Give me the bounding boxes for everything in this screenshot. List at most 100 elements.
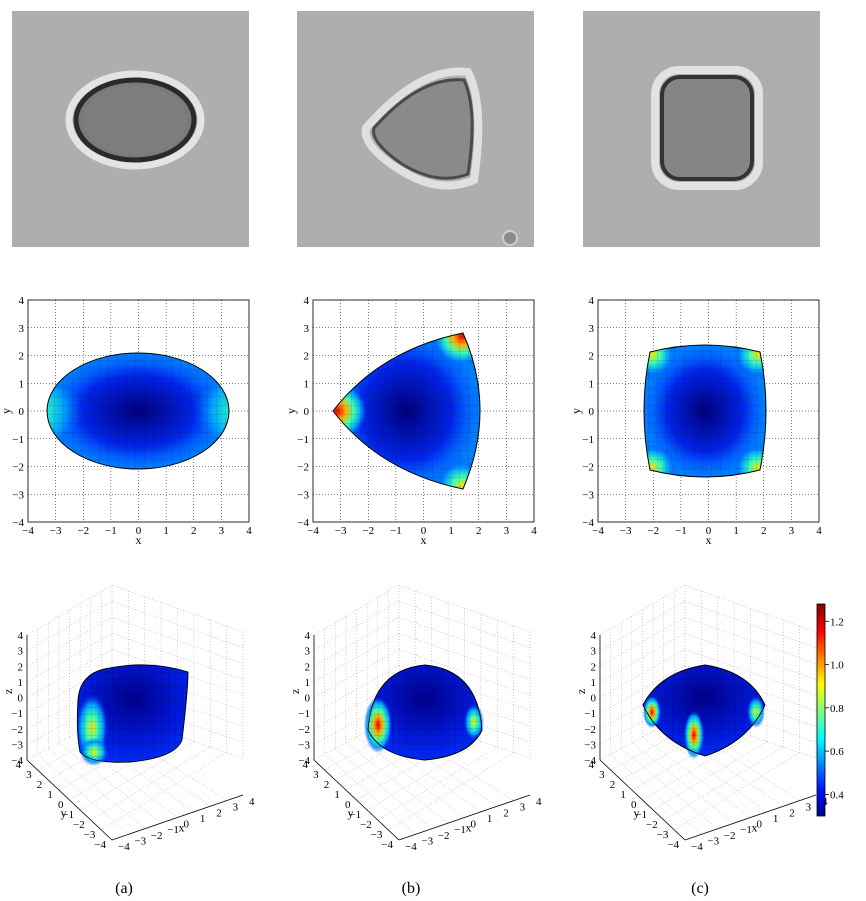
x-tick-label: −1 [675,525,687,537]
x-tick-label: −2 [724,830,736,842]
x-axis-label: x [421,533,427,547]
x-axis-label: x [136,533,142,547]
y-tick-label: −2 [12,462,24,474]
colorbar: 1.2 1.0 0.8 0.6 0.4 [816,603,844,817]
x-tick-label: 3 [219,525,225,537]
y-tick-label: 1 [19,378,25,390]
y-tick-label: 1 [334,789,340,801]
y-tick-label: 3 [304,323,310,335]
x-tick-label: −2 [438,830,450,842]
y-tick-label: −2 [73,819,85,831]
y-tick-label: −4 [582,517,594,529]
z-tick-label: 3 [305,646,311,658]
y-tick-label: 3 [19,323,25,335]
y-tick-label: −2 [297,462,309,474]
y-tick-label: −4 [297,517,309,529]
grid-line [610,719,702,771]
x-tick-label: 1 [733,525,739,537]
grid-line [599,649,686,698]
y-tick-label: 2 [304,351,310,363]
z-tick-label: 1 [18,677,24,689]
surface-c [643,344,767,478]
grid-line [111,617,244,664]
grid-line [599,617,686,667]
x-tick-label: 2 [191,525,197,537]
y-tick-label: 4 [589,295,595,307]
y-tick-label: 2 [19,351,25,363]
grid-line [345,742,449,824]
x-tick-label: −4 [118,841,130,853]
y-axis-line [26,759,113,841]
z-tick-label: 2 [591,661,597,673]
y-axis-label: y [634,806,640,820]
x-tick-label: 1 [773,813,779,825]
x-tick-label: −3 [421,835,433,847]
x-tick-label: 4 [531,525,537,537]
x-tick-label: 4 [246,525,252,537]
x-tick-label: 0 [706,525,712,537]
colorbar-tick-label: 1.0 [830,660,844,672]
grid-line [111,633,244,680]
grid-line [101,752,227,831]
z-tick-label: −2 [584,724,596,736]
z-tick-label: 4 [18,630,24,642]
photo-panel-a [12,11,249,247]
y-axis-label: y [569,408,583,414]
z-tick-label: 0 [18,693,24,705]
grid-line [26,681,113,729]
x-axis-label: x [706,533,712,547]
photo-panel-b [297,11,534,247]
photo-panel-c [583,11,820,247]
x-tick-label: −4 [22,525,34,537]
grid-line [652,731,768,813]
y-tick-label: −1 [349,809,361,821]
grid-line [684,649,817,696]
grid-line [684,633,817,680]
y-tick-label: 3 [26,769,32,781]
surface-a [46,352,230,470]
x-tick-label: −3 [620,525,632,537]
x-tick-label: 4 [816,525,822,537]
z-tick-label: −3 [11,739,23,751]
grid-line [58,742,162,824]
y-tick-label: 1 [304,378,310,390]
x-tick-label: 2 [216,807,222,819]
x-tick-label: 1 [448,525,454,537]
x-tick-label: −1 [740,824,752,836]
y-tick-label: 2 [589,351,595,363]
x-tick-label: 0 [136,525,142,537]
colorbar-tick-label: 1.2 [830,616,844,628]
y-tick-label: 4 [19,295,25,307]
x-tick-label: 3 [789,525,795,537]
z-tick-label: −1 [298,708,310,720]
grid-line [599,600,686,651]
z-tick-label: −3 [298,739,310,751]
y-tick-label: −1 [297,434,309,446]
colorbar-tick-label: 0.4 [830,789,844,801]
y-tick-label: 3 [599,769,605,781]
y-tick-label: 4 [589,759,595,771]
x-tick-label: 4 [536,796,542,808]
caption-a: (a) [115,880,133,897]
x-tick-label: −2 [647,525,659,537]
y-tick-label: 4 [303,759,309,771]
x-tick-label: 4 [249,796,255,808]
grid-line [313,600,400,651]
z-tick-label: 2 [305,661,311,673]
y-tick-label: −1 [635,809,647,821]
grid-line [599,584,817,636]
x-tick-label: −1 [167,824,179,836]
x-axis-label: x [466,821,472,835]
y-tick-label: −4 [667,839,679,851]
z-tick-label: 0 [305,693,311,705]
y-tick-label: 4 [304,295,310,307]
z-tick-label: −2 [298,724,310,736]
grid-line [366,741,482,811]
x-tick-label: 1 [163,525,169,537]
x-tick-label: 3 [233,802,239,814]
y-axis-line [599,759,686,841]
y-tick-label: −2 [582,462,594,474]
y-axis-line [313,759,400,841]
y-axis-label: y [284,408,298,414]
